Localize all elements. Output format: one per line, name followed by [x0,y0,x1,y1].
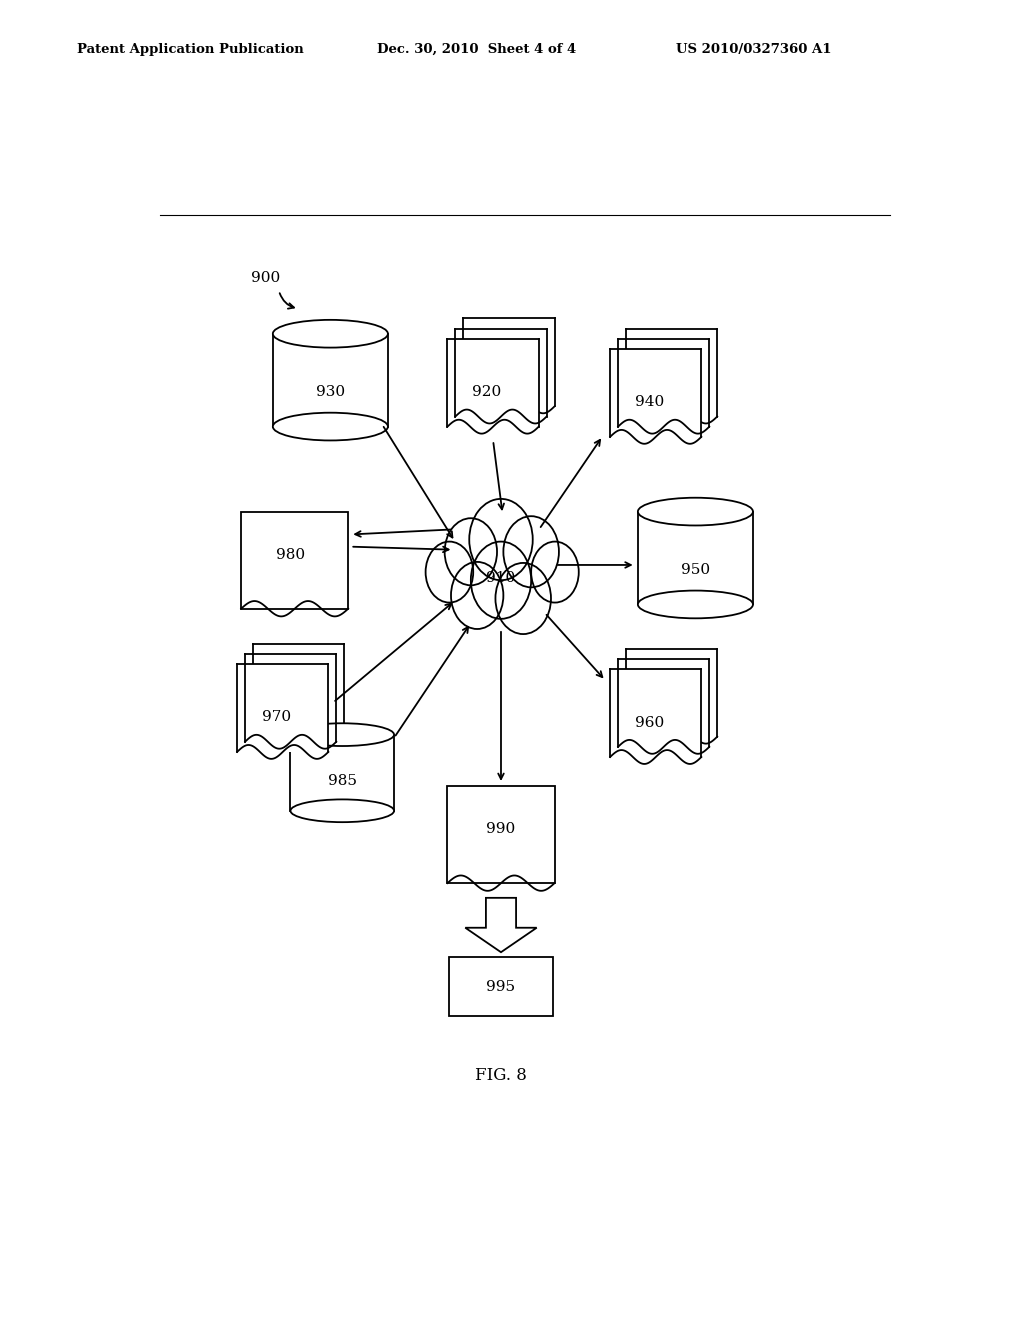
Polygon shape [638,512,753,605]
Polygon shape [463,318,555,407]
Text: 950: 950 [681,564,710,577]
Circle shape [451,562,504,630]
Circle shape [504,516,559,587]
Text: 940: 940 [635,395,664,409]
Circle shape [426,541,473,602]
Ellipse shape [291,800,394,822]
Text: 930: 930 [315,385,345,399]
Text: 970: 970 [262,710,291,725]
Ellipse shape [272,413,388,441]
Text: 985: 985 [328,775,356,788]
Text: 960: 960 [635,715,664,730]
Text: 920: 920 [472,385,502,399]
Polygon shape [618,659,710,747]
Circle shape [444,519,497,585]
Polygon shape [610,669,701,756]
Polygon shape [456,329,547,417]
Polygon shape [618,339,710,426]
Polygon shape [450,957,553,1016]
Circle shape [471,541,531,619]
Polygon shape [291,735,394,810]
Polygon shape [610,348,701,437]
Text: US 2010/0327360 A1: US 2010/0327360 A1 [676,42,831,55]
Polygon shape [447,339,539,426]
Text: Dec. 30, 2010  Sheet 4 of 4: Dec. 30, 2010 Sheet 4 of 4 [377,42,577,55]
Ellipse shape [638,498,753,525]
Polygon shape [238,664,329,752]
Polygon shape [447,785,555,883]
Text: Patent Application Publication: Patent Application Publication [77,42,303,55]
Polygon shape [626,329,717,417]
Ellipse shape [291,723,394,746]
Text: 990: 990 [486,822,516,837]
Polygon shape [465,898,537,952]
Polygon shape [245,653,336,742]
Ellipse shape [638,590,753,618]
Text: 995: 995 [486,979,515,994]
Text: 980: 980 [276,548,305,562]
Circle shape [531,541,579,602]
Ellipse shape [272,319,388,347]
Polygon shape [626,649,717,737]
Text: 910: 910 [486,572,516,585]
Text: 900: 900 [251,272,281,285]
Circle shape [496,562,551,634]
Polygon shape [272,334,388,426]
Text: FIG. 8: FIG. 8 [475,1067,527,1084]
Polygon shape [253,644,344,731]
Circle shape [469,499,532,581]
Polygon shape [241,512,348,609]
